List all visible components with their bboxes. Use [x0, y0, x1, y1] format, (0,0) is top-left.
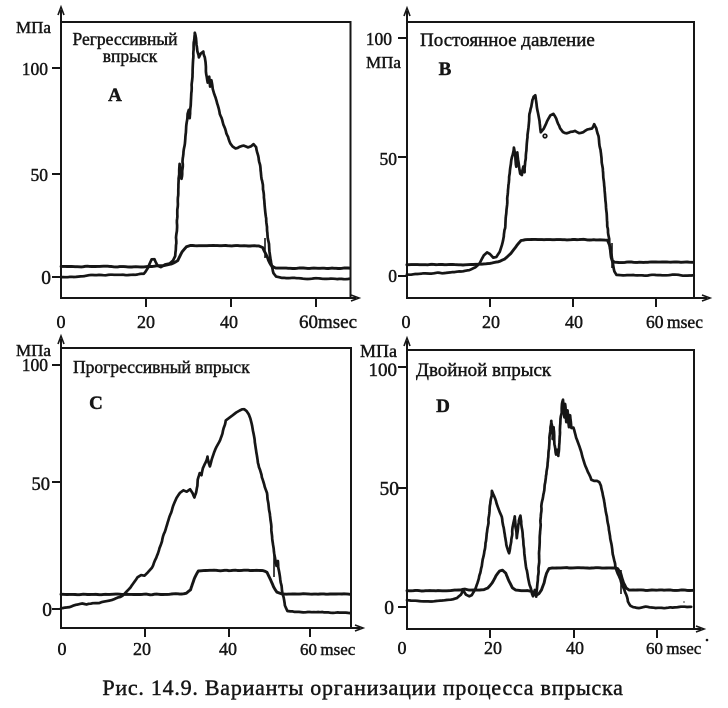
svg-text:50: 50 — [32, 475, 51, 495]
svg-text:40: 40 — [220, 312, 238, 332]
svg-text:60 msec: 60 msec — [300, 640, 356, 659]
svg-text:0: 0 — [384, 598, 394, 619]
svg-text:20: 20 — [484, 638, 502, 658]
svg-text:20: 20 — [482, 312, 500, 332]
svg-text:40: 40 — [565, 312, 583, 332]
svg-text:0: 0 — [58, 639, 67, 659]
svg-text:Постоянное давление: Постоянное давление — [420, 30, 595, 51]
svg-text:20: 20 — [133, 639, 151, 659]
svg-text:Рис. 14.9. Варианты организаци: Рис. 14.9. Варианты организации процесса… — [102, 675, 623, 700]
svg-text:50: 50 — [380, 479, 400, 500]
svg-text:40: 40 — [566, 638, 584, 658]
svg-text:60msec: 60msec — [299, 312, 357, 333]
svg-text:50: 50 — [380, 149, 398, 169]
svg-text:100: 100 — [366, 29, 393, 49]
svg-text:60 msec: 60 msec — [646, 639, 702, 658]
svg-text:0: 0 — [41, 268, 51, 289]
svg-text:МПа: МПа — [360, 341, 397, 361]
svg-text:МПа: МПа — [366, 53, 401, 72]
svg-text:0: 0 — [388, 266, 397, 286]
svg-text:60 msec: 60 msec — [646, 312, 703, 332]
svg-text:МПа: МПа — [16, 18, 51, 37]
svg-text:40: 40 — [219, 639, 237, 659]
svg-text:0: 0 — [57, 312, 66, 332]
svg-text:В: В — [439, 59, 452, 80]
svg-text:МПа: МПа — [16, 341, 51, 360]
svg-text:С: С — [89, 393, 103, 414]
svg-text:Двойной впрыск: Двойной впрыск — [416, 360, 552, 381]
svg-text:100: 100 — [22, 355, 49, 375]
svg-text:100: 100 — [22, 59, 49, 79]
svg-text:А: А — [108, 85, 122, 106]
svg-text:0: 0 — [398, 638, 407, 658]
svg-text:20: 20 — [137, 312, 155, 332]
svg-text:Прогрессивный впрыск: Прогрессивный впрыск — [73, 357, 250, 377]
svg-text:впрыск: впрыск — [103, 46, 158, 66]
svg-text:0: 0 — [42, 600, 52, 621]
svg-text:100: 100 — [369, 360, 398, 381]
svg-text:0: 0 — [402, 312, 411, 332]
svg-text:50: 50 — [31, 165, 49, 185]
svg-text:Регрессивный: Регрессивный — [72, 29, 177, 49]
svg-text:D: D — [436, 396, 450, 417]
